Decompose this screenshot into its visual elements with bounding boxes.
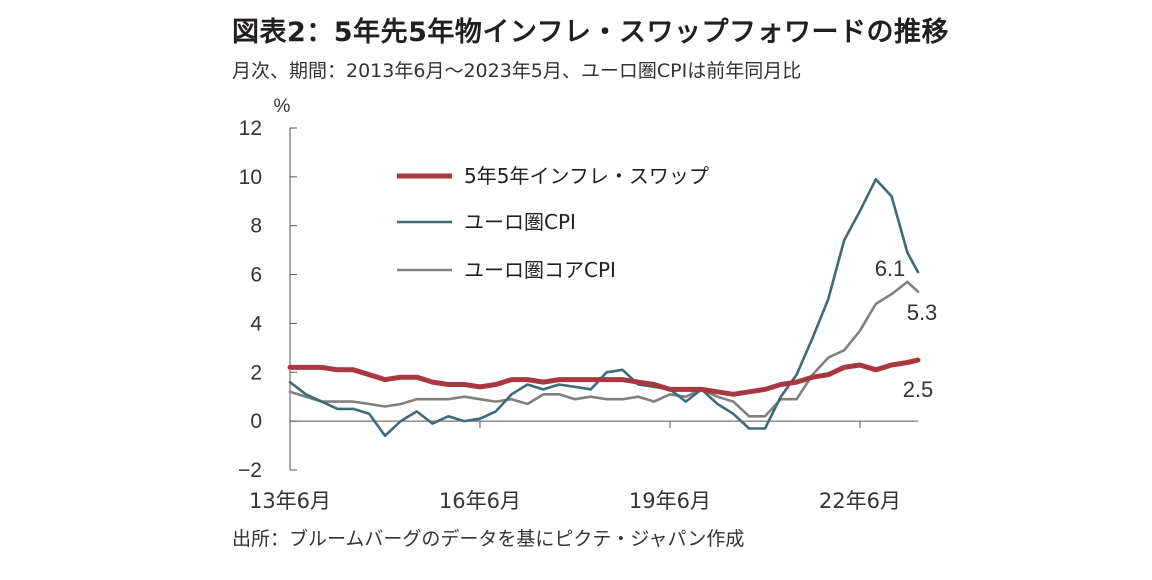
chart-title: 図表2：5年先5年物インフレ・スワップフォワードの推移 [232, 17, 950, 48]
series-line-1 [287, 357, 921, 397]
end-label-cpi: 6.1 [875, 256, 906, 281]
y-tick-label: 2 [250, 361, 262, 384]
x-tick-label: 16年6月 [439, 489, 521, 513]
source-note: 出所：ブルームバーグのデータを基にピクテ・ジャパン作成 [232, 528, 745, 550]
series-line-2 [288, 178, 920, 438]
legend-label-1: 5年5年インフレ・スワップ [464, 164, 709, 188]
legend-label-2: ユーロ圏CPI [464, 210, 576, 234]
x-tick-label: 22年6月 [819, 489, 901, 513]
chart-subtitle: 月次、期間：2013年6月～2023年5月、ユーロ圏CPIは前年同月比 [232, 60, 802, 82]
y-tick-label: 12 [239, 117, 262, 140]
y-tick-label: 10 [239, 166, 262, 189]
y-tick-label: 0 [250, 410, 262, 433]
legend-label-3: ユーロ圏コアCPI [464, 258, 616, 282]
end-label-swap: 2.5 [903, 377, 934, 402]
y-tick-label: 6 [250, 264, 262, 287]
y-tick-label: 4 [250, 312, 262, 335]
x-tick-label: 19年6月 [629, 489, 711, 513]
y-unit-label: % [274, 96, 291, 117]
y-tick-label: 8 [250, 215, 262, 238]
series-line-3 [288, 280, 920, 418]
x-tick-label: 13年6月 [249, 489, 331, 513]
end-label-core-cpi: 5.3 [907, 300, 938, 325]
y-tick-label: −2 [238, 459, 262, 482]
